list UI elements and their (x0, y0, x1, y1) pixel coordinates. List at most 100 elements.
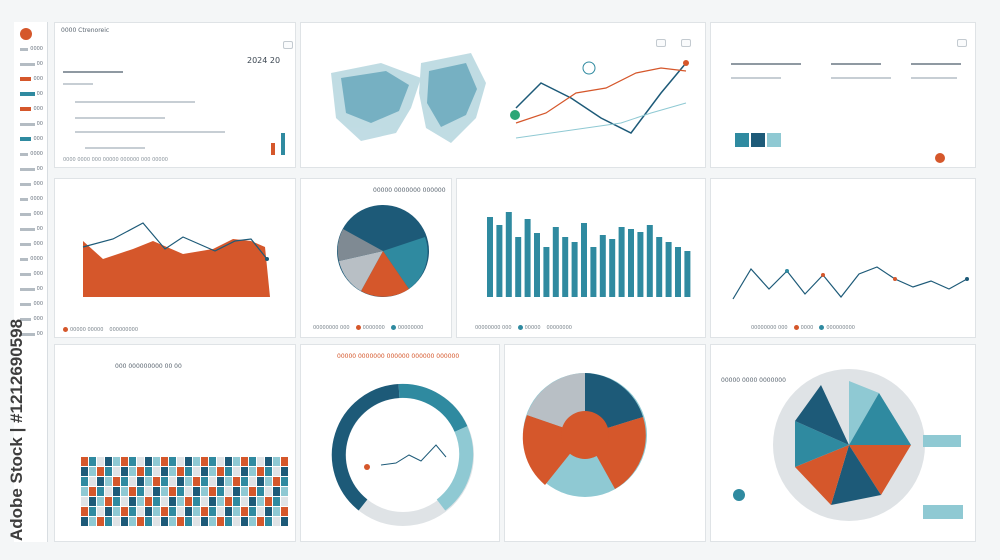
heat-cell (265, 477, 272, 486)
heat-cell (169, 487, 176, 496)
legend-label: 000000000 (109, 327, 139, 333)
heat-cell (209, 457, 216, 466)
sidebar-item[interactable]: 000 (20, 178, 43, 190)
heat-cell (225, 477, 232, 486)
sidebar-item[interactable]: 000 (20, 298, 43, 310)
sidebar-item-label: 000 (33, 301, 43, 307)
sidebar-item[interactable]: 0000 (20, 193, 43, 205)
sidebar-item[interactable]: 000 (20, 133, 43, 145)
heat-cell (105, 507, 112, 516)
heat-cell (97, 487, 104, 496)
heat-cell (201, 497, 208, 506)
app-logo (20, 28, 32, 40)
heat-cell (193, 487, 200, 496)
sidebar-item[interactable]: 000 (20, 268, 43, 280)
sidebar-item[interactable]: 000 (20, 313, 43, 325)
heat-cell (257, 507, 264, 516)
heat-cell (241, 477, 248, 486)
heat-cell (273, 457, 280, 466)
heat-cell (153, 487, 160, 496)
sidebar-item-label: 00 (36, 226, 43, 232)
sidebar-item[interactable]: 000 (20, 208, 43, 220)
sidebar-item[interactable]: 0000 (20, 43, 43, 55)
heat-cell (249, 497, 256, 506)
heat-cell (177, 497, 184, 506)
panel-overview: 0000 Ctrenoreic 2024 20 0000 0000 000 00… (54, 22, 296, 168)
heat-cell (105, 487, 112, 496)
sidebar-item[interactable]: 0000 (20, 253, 43, 265)
heat-cell (185, 467, 192, 476)
heat-cell (169, 467, 176, 476)
sidebar-item-marker (20, 197, 29, 201)
settings-button[interactable] (957, 39, 967, 47)
line-legend: 000000000 (826, 325, 855, 331)
heat-cell (105, 467, 112, 476)
heat-cell (217, 457, 224, 466)
page-title: 0000 Ctrenoreic (61, 27, 110, 34)
menu-button[interactable] (283, 41, 293, 49)
bar (590, 247, 597, 297)
heat-cell (273, 467, 280, 476)
heat-cell (249, 457, 256, 466)
sidebar-item[interactable]: 00 (20, 223, 43, 235)
heat-cell (105, 477, 112, 486)
area-chart (82, 222, 270, 297)
sidebar-item[interactable]: 000 (20, 238, 43, 250)
heat-cell (225, 487, 232, 496)
heat-cell (161, 487, 168, 496)
heat-cell (265, 517, 272, 526)
bar (515, 237, 522, 297)
heat-cell (137, 457, 144, 466)
sidebar-item[interactable]: 000 (20, 103, 43, 115)
sidebar-item-label: 00 (36, 91, 43, 97)
line-legend: 00000000 000 (751, 325, 788, 331)
bar (618, 227, 625, 297)
close-button[interactable] (681, 39, 691, 47)
heat-cell (281, 467, 288, 476)
heat-cell (273, 497, 280, 506)
heat-cell (81, 457, 88, 466)
heat-cell (217, 467, 224, 476)
sidebar-item-label: 000 (33, 76, 43, 82)
heat-cell (89, 497, 96, 506)
heat-cell (185, 497, 192, 506)
sidebar-item[interactable]: 00 (20, 163, 43, 175)
heat-cell (113, 477, 120, 486)
heat-cell (265, 487, 272, 496)
heat-cell (177, 517, 184, 526)
sidebar-item[interactable]: 00 (20, 88, 43, 100)
pie-legend: 00000000 000 (313, 325, 350, 331)
heat-cell (161, 477, 168, 486)
bar-legend: 00000000 (546, 325, 572, 331)
sidebar-item[interactable]: 00 (20, 283, 43, 295)
heat-cell (113, 497, 120, 506)
heat-cell (89, 467, 96, 476)
sidebar-item-label: 00 (36, 331, 43, 337)
bar (552, 227, 559, 297)
heat-cell (249, 467, 256, 476)
sidebar-item-label: 000 (33, 316, 43, 322)
heat-cell (105, 517, 112, 526)
heat-cell (129, 497, 136, 506)
bar (609, 239, 616, 297)
heat-cell (129, 477, 136, 486)
heat-cell (153, 517, 160, 526)
sidebar-item-marker (20, 227, 35, 231)
heat-cell (137, 487, 144, 496)
map-and-lines (331, 53, 689, 143)
sidebar-item[interactable]: 00 (20, 118, 43, 130)
heat-cell (81, 507, 88, 516)
heat-cell (137, 517, 144, 526)
sidebar-item-marker (20, 287, 35, 291)
sidebar-item-label: 0000 (30, 46, 43, 52)
sidebar-item[interactable]: 0000 (20, 148, 43, 160)
sidebar-item[interactable]: 00 (20, 58, 43, 70)
pie-title: 00000 0000000 000000 (373, 187, 446, 194)
sidebar-item[interactable]: 000 (20, 73, 43, 85)
pie-legend: 00000000 (397, 325, 424, 331)
heat-cell (209, 467, 216, 476)
heat-cell (81, 517, 88, 526)
sidebar-item[interactable]: 00 (20, 328, 43, 340)
filter-button[interactable] (656, 39, 666, 47)
ring-title: 00000 0000000 000000 000000 000000 (337, 353, 460, 360)
